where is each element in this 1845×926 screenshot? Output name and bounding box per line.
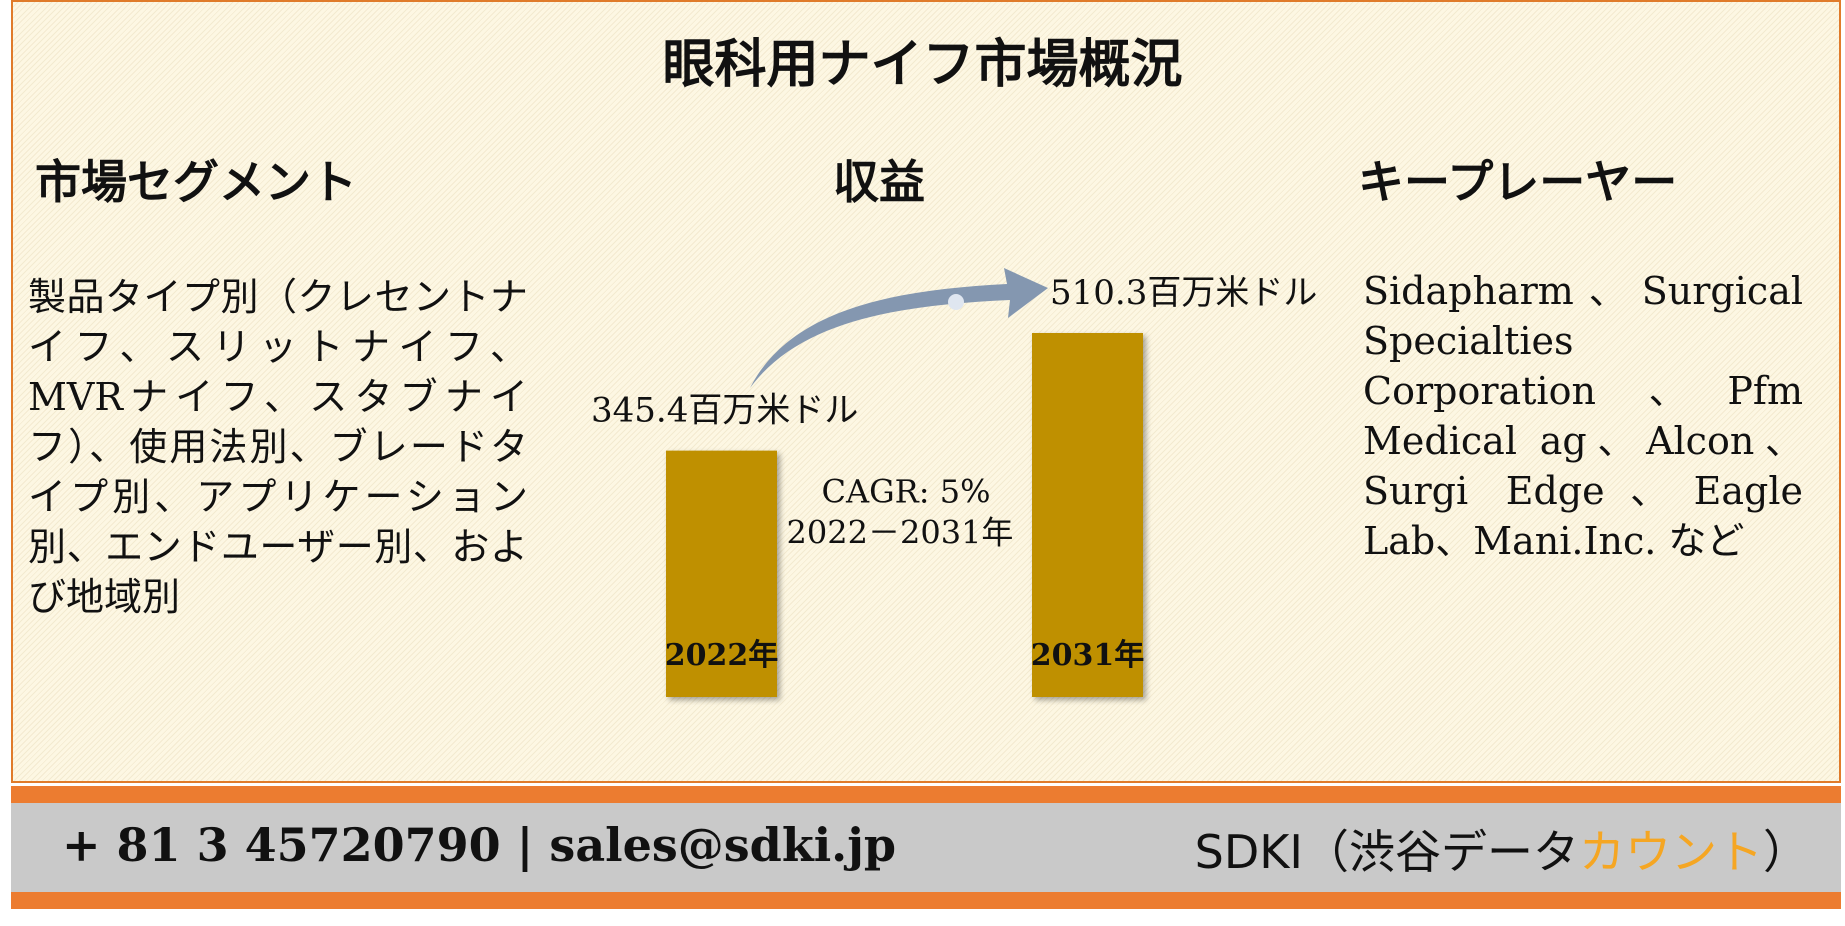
segments-text: 製品タイプ別（クレセントナイフ、スリットナイフ、MVRナイフ、スタブナイフ）、使…	[28, 275, 528, 619]
company-suffix: ）	[1763, 825, 1809, 879]
category-label: 2031年	[1031, 638, 1145, 673]
cagr: CAGR: 5%	[822, 473, 991, 511]
players-text: Sidapharm、Surgical Specialties Corporati…	[1363, 269, 1803, 563]
value-label: 510.3百万米ドル	[1050, 273, 1317, 313]
company: SDKI（渋谷データカウント）	[1195, 816, 1809, 882]
category-label: 2022年	[665, 638, 779, 673]
footer	[11, 803, 1841, 892]
growth-arrow	[750, 268, 1048, 388]
value-label: 345.4百万米ドル	[591, 391, 858, 431]
arrow-dot	[948, 294, 964, 310]
period: 2022－2031年	[787, 514, 1014, 552]
footer-band	[11, 786, 1841, 803]
contact: + 81 3 45720790 | sales@sdki.jp	[62, 818, 896, 872]
players-heading: キープレーヤー	[1358, 155, 1678, 209]
segments-heading: 市場セグメント	[35, 155, 357, 209]
title: 眼科用ナイフ市場概況	[662, 34, 1183, 95]
footer-band	[11, 892, 1841, 909]
company-name: SDKI（渋谷データ	[1194, 825, 1579, 879]
panel	[11, 0, 1841, 783]
bar	[1032, 333, 1143, 697]
revenue-heading: 収益	[833, 155, 925, 209]
company-highlight: カウント	[1579, 825, 1763, 879]
bar	[666, 450, 777, 697]
